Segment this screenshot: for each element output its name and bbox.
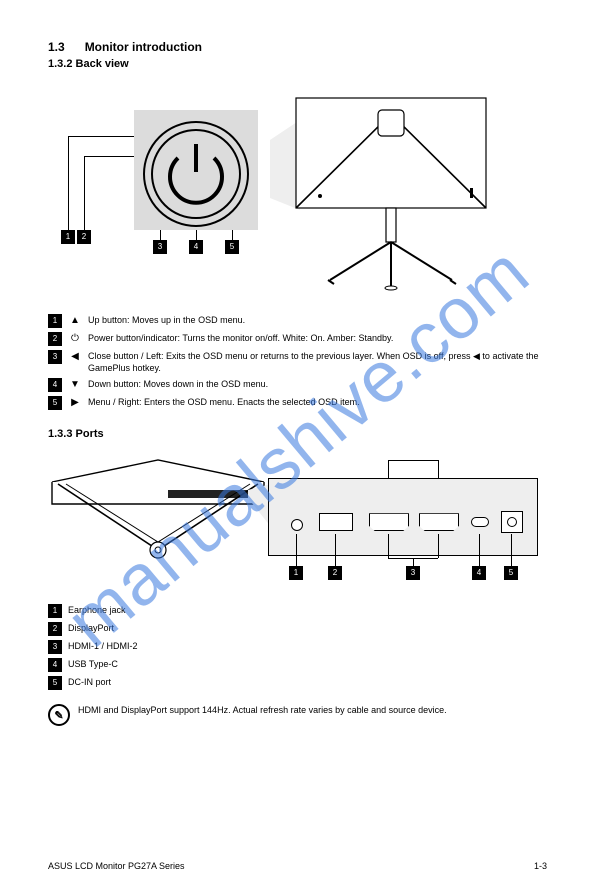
list-item: 2 ⏻ Power button/indicator: Turns the mo… xyxy=(48,332,547,346)
callout-2: 2 xyxy=(77,230,91,244)
port-callout-4: 4 xyxy=(472,566,486,580)
legend-num-5: 5 xyxy=(48,396,62,410)
callout-4: 4 xyxy=(189,240,203,254)
port-callout-3: 3 xyxy=(406,566,420,580)
intro-label: 1.3 xyxy=(48,40,65,54)
monitor-bottom-illustration xyxy=(48,454,268,594)
list-item: 1 ▲ Up button: Moves up in the OSD menu. xyxy=(48,314,547,328)
port-legend-num-4: 4 xyxy=(48,658,62,672)
ports-panel-diagram: 1 2 3 4 5 xyxy=(268,454,538,594)
monitor-rear-illustration xyxy=(270,80,500,300)
note: ✎ HDMI and DisplayPort support 144Hz. Ac… xyxy=(48,704,547,726)
power-button-illustration xyxy=(140,118,252,230)
list-item: 2 DisplayPort xyxy=(48,622,547,636)
callout-1: 1 xyxy=(61,230,75,244)
port-displayport xyxy=(319,513,353,531)
footer-left: ASUS LCD Monitor PG27A Series xyxy=(48,861,185,871)
legend-num-1: 1 xyxy=(48,314,62,328)
port-legend-text: USB Type-C xyxy=(68,658,547,670)
legend-text: Close button / Left: Exits the OSD menu … xyxy=(88,350,547,374)
legend-text: Up button: Moves up in the OSD menu. xyxy=(88,314,547,326)
footer-right: 1-3 xyxy=(534,861,547,871)
down-arrow-icon: ▼ xyxy=(68,378,82,392)
legend-text: Power button/indicator: Turns the monito… xyxy=(88,332,547,344)
intro-text: Monitor introduction xyxy=(85,40,202,54)
port-dc-in xyxy=(501,511,523,533)
port-legend-text: HDMI-1 / HDMI-2 xyxy=(68,640,547,652)
list-item: 5 DC-IN port xyxy=(48,676,547,690)
right-arrow-icon: ▶ xyxy=(68,396,82,410)
port-callout-1: 1 xyxy=(289,566,303,580)
section-title-backview: 1.3.2 Back view xyxy=(48,58,547,70)
port-legend-text: DisplayPort xyxy=(68,622,547,634)
port-legend-num-5: 5 xyxy=(48,676,62,690)
list-item: 5 ▶ Menu / Right: Enters the OSD menu. E… xyxy=(48,396,547,410)
port-earphone xyxy=(291,519,303,531)
note-icon: ✎ xyxy=(48,704,70,726)
port-hdmi-2 xyxy=(419,513,459,531)
list-item: 4 ▼ Down button: Moves down in the OSD m… xyxy=(48,378,547,392)
note-text: HDMI and DisplayPort support 144Hz. Actu… xyxy=(78,704,547,717)
legend-num-4: 4 xyxy=(48,378,62,392)
section-title-ports: 1.3.3 Ports xyxy=(48,428,547,440)
list-item: 4 USB Type-C xyxy=(48,658,547,672)
legend-text: Down button: Moves down in the OSD menu. xyxy=(88,378,547,390)
port-legend-num-1: 1 xyxy=(48,604,62,618)
controls-legend: 1 ▲ Up button: Moves up in the OSD menu.… xyxy=(48,314,547,410)
figure-ports: 1 2 3 4 5 xyxy=(48,454,547,594)
ports-legend: 1 Earphone jack 2 DisplayPort 3 HDMI-1 /… xyxy=(48,604,547,690)
figure-back-view: 1 2 3 4 5 xyxy=(48,80,547,300)
up-arrow-icon: ▲ xyxy=(68,314,82,328)
port-legend-num-2: 2 xyxy=(48,622,62,636)
legend-num-3: 3 xyxy=(48,350,62,364)
legend-num-2: 2 xyxy=(48,332,62,346)
list-item: 3 ◀ Close button / Left: Exits the OSD m… xyxy=(48,350,547,374)
list-item: 1 Earphone jack xyxy=(48,604,547,618)
port-callout-5: 5 xyxy=(504,566,518,580)
ports-panel xyxy=(268,478,538,556)
port-usb-c xyxy=(471,517,489,527)
callout-5: 5 xyxy=(225,240,239,254)
port-hdmi-1 xyxy=(369,513,409,531)
control-button-diagram: 1 2 3 4 5 xyxy=(48,80,258,270)
power-icon: ⏻ xyxy=(68,332,82,346)
port-callout-2: 2 xyxy=(328,566,342,580)
list-item: 3 HDMI-1 / HDMI-2 xyxy=(48,640,547,654)
port-legend-text: Earphone jack xyxy=(68,604,547,616)
callout-3: 3 xyxy=(153,240,167,254)
legend-text: Menu / Right: Enters the OSD menu. Enact… xyxy=(88,396,547,408)
port-legend-text: DC-IN port xyxy=(68,676,547,688)
left-arrow-icon: ◀ xyxy=(68,350,82,364)
port-legend-num-3: 3 xyxy=(48,640,62,654)
